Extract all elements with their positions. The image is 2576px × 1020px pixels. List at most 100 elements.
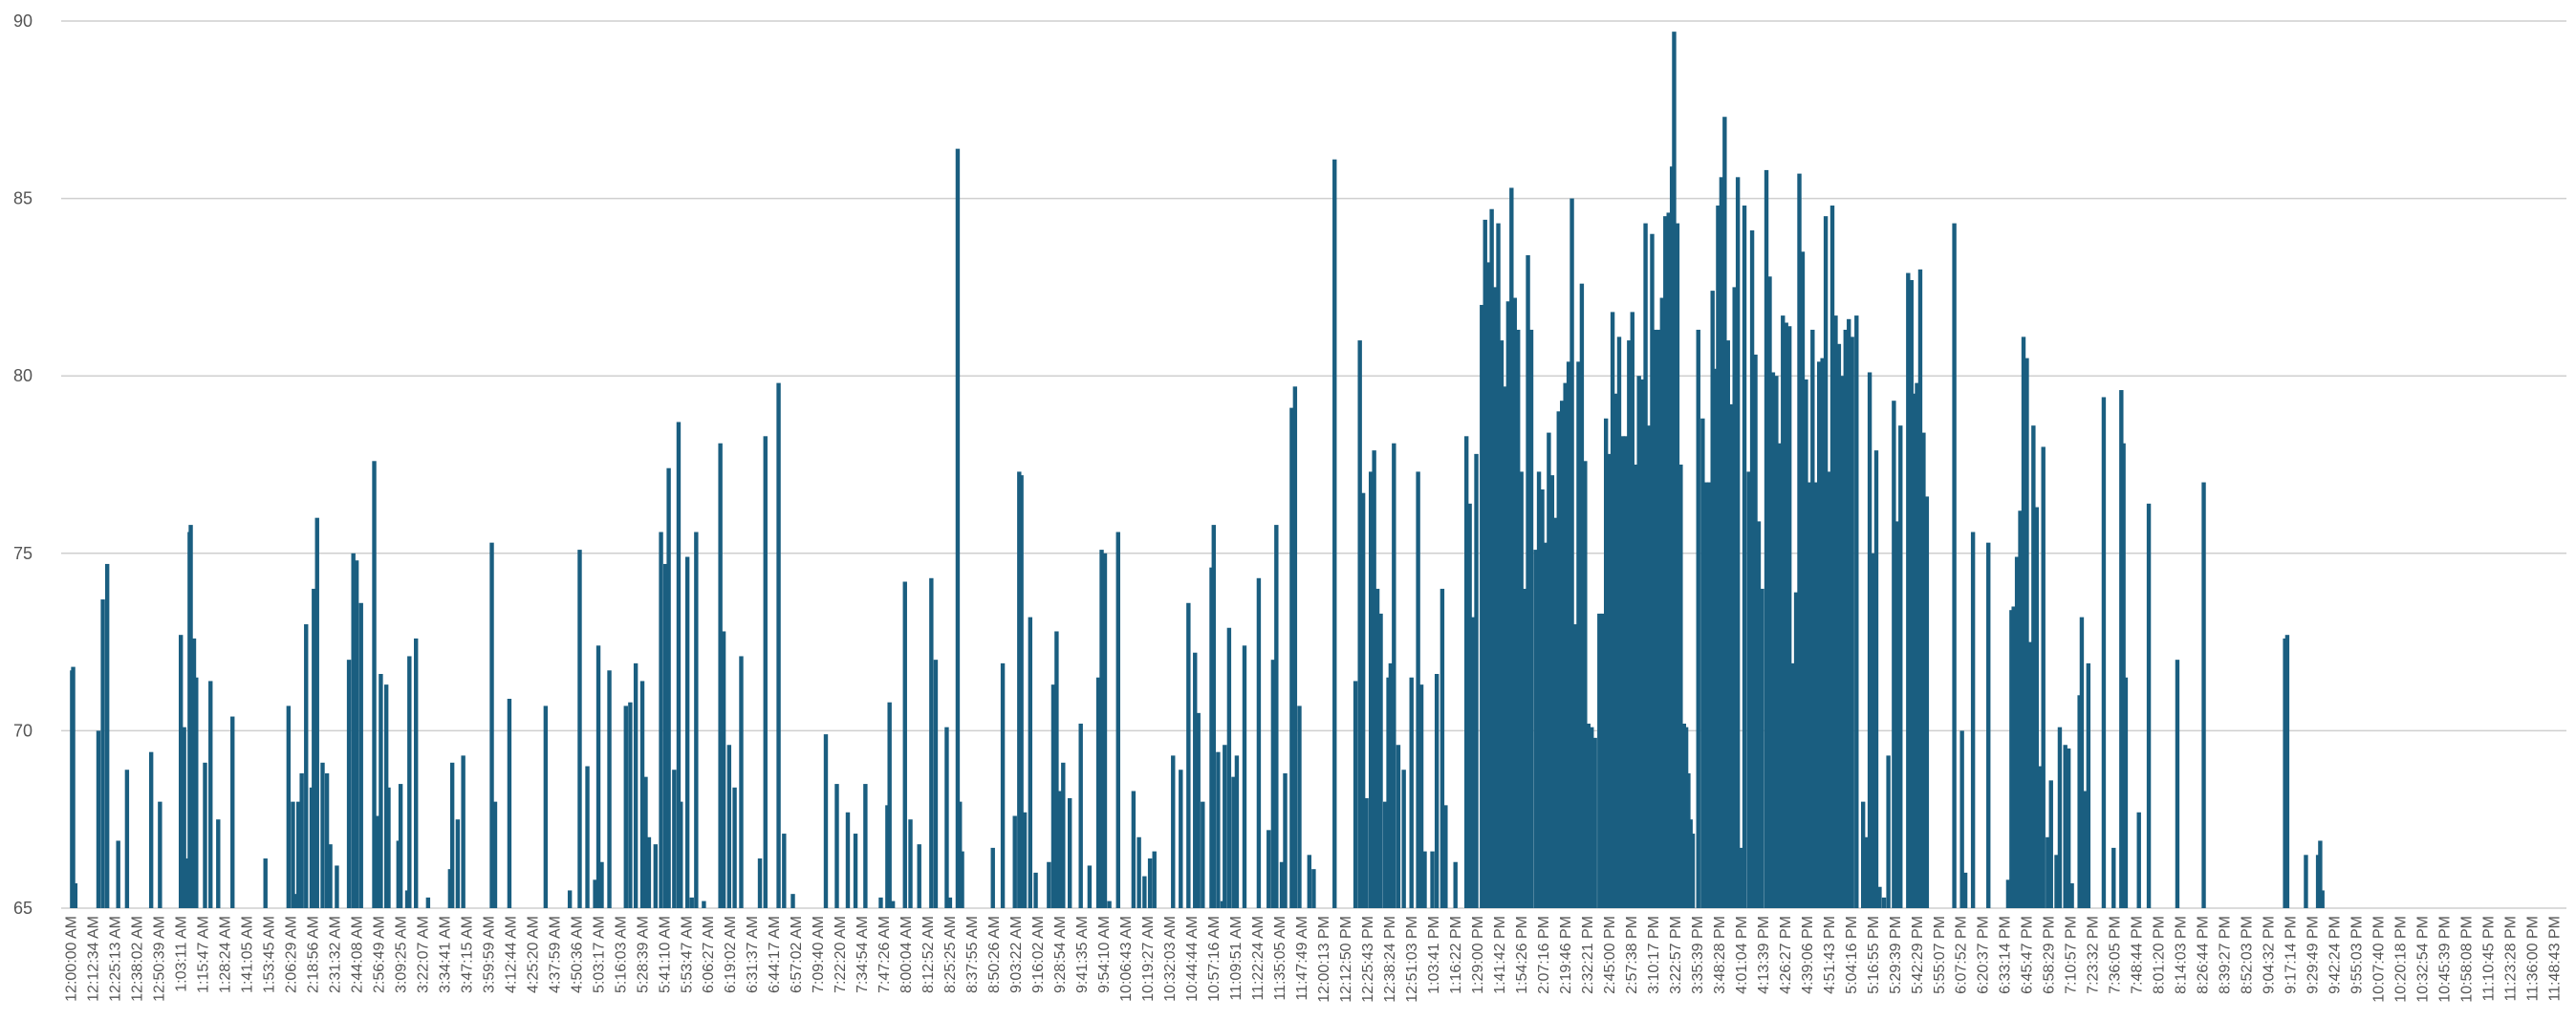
bar: [1560, 401, 1565, 909]
bar: [543, 705, 549, 908]
bar: [2024, 358, 2029, 908]
bar: [216, 819, 221, 908]
bar: [2048, 780, 2053, 908]
bar: [1688, 819, 1693, 908]
bar: [933, 660, 939, 908]
bar: [2021, 336, 2026, 908]
x-tick-label: 9:28:54 AM: [1052, 916, 1069, 993]
bar: [628, 702, 633, 908]
bar: [449, 762, 455, 908]
bar: [1696, 329, 1700, 909]
bar: [763, 436, 768, 908]
bar: [2018, 510, 2023, 908]
bar: [2121, 443, 2126, 908]
x-tick-label: 11:47:49 AM: [1294, 916, 1310, 1001]
x-tick-label: 8:12:52 AM: [920, 916, 937, 993]
x-tick-label: 7:48:44 PM: [2130, 916, 2146, 994]
bar: [73, 883, 78, 908]
bar: [1503, 386, 1507, 908]
x-tick-label: 5:03:17 AM: [591, 916, 607, 993]
x-tick-label: 9:16:02 AM: [1030, 916, 1047, 993]
bar: [1505, 301, 1511, 908]
x-tick-label: 5:53:47 AM: [679, 916, 695, 993]
x-tick-label: 10:45:39 PM: [2437, 916, 2454, 1003]
x-tick-label: 11:10:45 PM: [2481, 916, 2498, 1002]
bar: [1022, 812, 1028, 908]
x-tick-label: 10:57:16 AM: [1206, 916, 1223, 1002]
bar: [455, 819, 461, 908]
bar: [208, 681, 213, 908]
bar: [990, 847, 995, 908]
x-tick-label: 10:19:27 AM: [1140, 916, 1157, 1002]
bar: [1474, 453, 1479, 908]
x-tick-label: 12:25:43 PM: [1360, 916, 1376, 1003]
x-tick-label: 3:10:17 PM: [1646, 916, 1662, 994]
y-tick-label: 75: [13, 544, 32, 563]
bar: [1739, 847, 1743, 908]
bar: [124, 770, 130, 908]
bar: [1012, 815, 1017, 908]
bar: [1719, 177, 1724, 908]
x-tick-label: 1:41:05 AM: [239, 916, 255, 993]
x-tick-label: 6:06:27 AM: [701, 916, 717, 993]
bar: [890, 901, 896, 908]
bar: [1443, 805, 1448, 908]
x-tick-label: 12:00:00 AM: [63, 916, 79, 1002]
bar: [2136, 812, 2141, 908]
x-tick-label: 11:35:05 AM: [1272, 916, 1288, 1001]
x-tick-label: 6:44:17 AM: [767, 916, 783, 993]
bar: [1753, 354, 1758, 909]
x-axis-ticks: 12:00:00 AM 12:12:34 AM 12:25:13 AM 12:38:0…: [63, 916, 2563, 1003]
bar: [1279, 861, 1285, 908]
bar: [1147, 858, 1153, 908]
x-tick-label: 9:41:35 AM: [1074, 916, 1091, 993]
bar: [1107, 901, 1112, 908]
bar: [1115, 532, 1120, 908]
bar: [1209, 567, 1214, 908]
bar: [2014, 556, 2020, 908]
bar: [672, 770, 677, 908]
bar: [1485, 262, 1491, 908]
bar: [1289, 407, 1294, 908]
x-tick-label: 10:06:43 AM: [1118, 916, 1135, 1002]
x-tick-label: 4:39:06 PM: [1800, 916, 1816, 994]
bar: [1793, 592, 1799, 908]
x-tick-label: 5:28:39 AM: [635, 916, 651, 993]
bar: [958, 801, 963, 908]
bar: [2079, 617, 2085, 908]
bar: [1623, 436, 1629, 908]
bar: [1416, 471, 1420, 908]
bar: [291, 801, 295, 908]
bar: [1201, 801, 1205, 908]
bar: [1722, 117, 1727, 908]
bar: [2175, 660, 2180, 908]
bar: [372, 461, 377, 908]
x-tick-label: 2:07:16 PM: [1536, 916, 1552, 994]
bar: [1756, 521, 1762, 908]
bar: [684, 556, 690, 908]
bar: [1790, 662, 1795, 908]
x-tick-label: 6:58:29 PM: [2042, 916, 2058, 994]
bar: [2077, 695, 2082, 908]
bar: [1054, 631, 1059, 908]
bar: [1921, 432, 1926, 908]
bar: [404, 890, 410, 908]
bar: [1820, 358, 1825, 908]
bar: [179, 635, 184, 908]
x-tick-label: 2:56:49 AM: [371, 916, 387, 993]
bar: [1970, 532, 1976, 908]
bar: [324, 772, 330, 908]
bar: [599, 861, 604, 908]
x-tick-label: 10:07:40 PM: [2371, 916, 2388, 1003]
bar: [1735, 177, 1741, 908]
bar: [1675, 223, 1680, 909]
bar: [782, 834, 787, 908]
bar: [917, 844, 921, 908]
x-tick-label: 3:48:28 PM: [1712, 916, 1728, 994]
bar: [659, 532, 663, 908]
bar: [577, 550, 582, 908]
bar: [1924, 496, 1930, 908]
bar: [2063, 745, 2067, 908]
x-tick-label: 6:31:37 AM: [745, 916, 761, 993]
x-tick-label: 3:35:39 PM: [1690, 916, 1706, 994]
